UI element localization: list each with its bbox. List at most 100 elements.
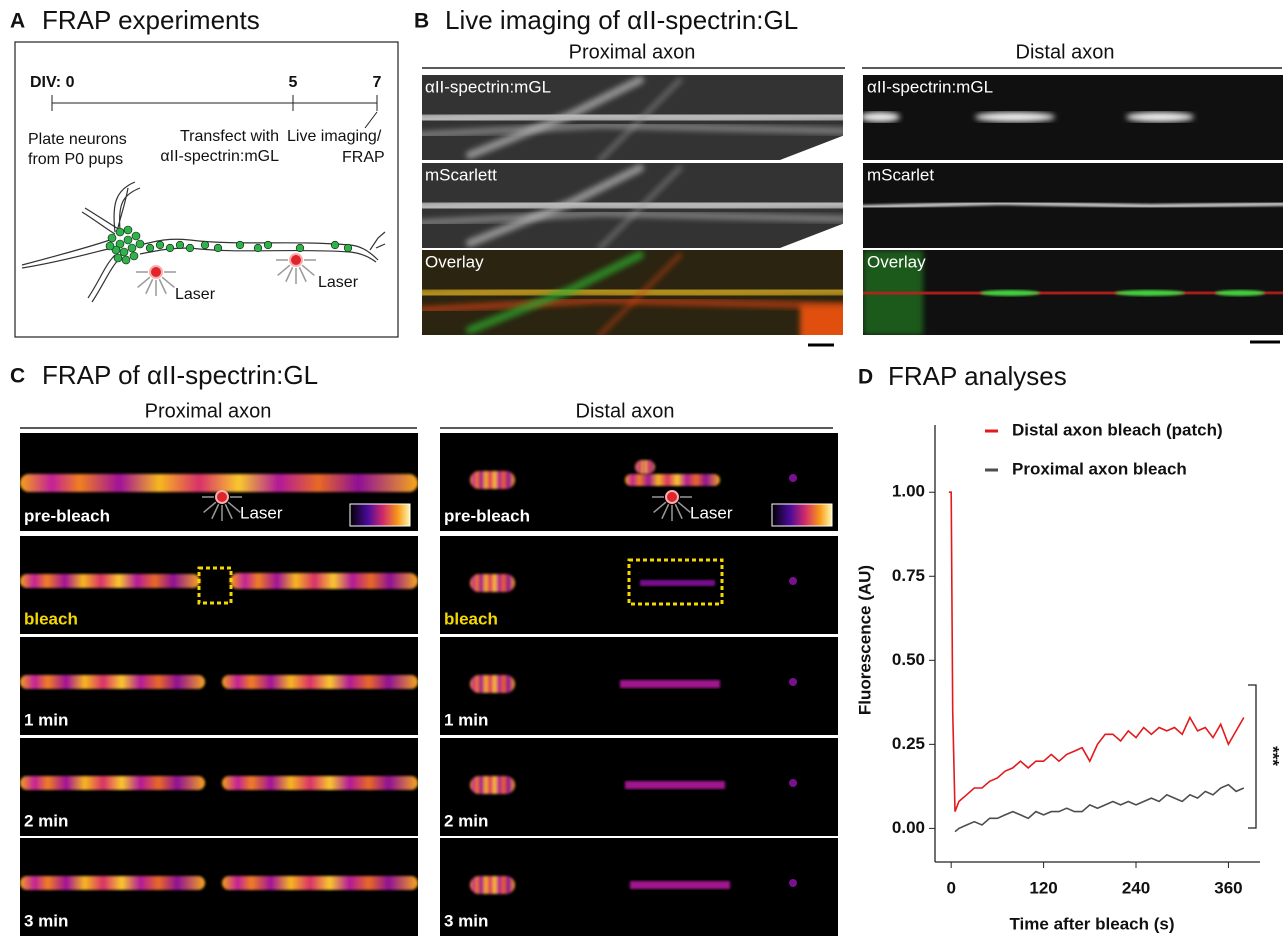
legend-label: Distal axon bleach (patch) [1012,420,1223,439]
laser-ray [661,503,670,520]
signal-blob [863,112,900,122]
fire-signal [470,876,515,894]
panel-box [14,41,399,338]
channel-label: αII-spectrin:mGL [867,77,993,96]
signal-blob [980,290,1040,296]
y-tick-label: 0.00 [892,818,925,837]
axon-signal [597,77,683,160]
axon-signal [422,296,843,314]
fire-signal [789,879,797,887]
y-tick-label: 1.00 [892,482,925,501]
spectrin-dot [330,240,340,250]
axon-signal [466,251,644,334]
fire-signal [230,573,418,589]
colorbar [771,503,833,527]
fire-signal [20,574,200,588]
spectrin-dot [253,243,263,253]
panel-title: FRAP of αII-spectrin:GL [42,360,318,390]
laser-spot [215,490,229,504]
column-title: Proximal axon [145,400,272,422]
image [20,776,418,790]
laser-label: Laser [175,286,216,303]
image [422,164,843,248]
fire-signal [222,675,418,689]
image [422,251,843,335]
x-axis-label: Time after bleach (s) [1009,914,1174,933]
image [863,112,1283,122]
timeline-note: Plate neurons [28,131,127,148]
row-label: bleach [444,609,498,628]
data-line [954,783,1245,833]
y-axis-label: Fluorescence (AU) [855,565,874,715]
spectrin-dot [213,243,223,253]
image [863,200,1283,209]
panel-title: FRAP analyses [888,361,1067,391]
fire-signal [222,876,418,890]
spectrin-dot [135,239,145,249]
laser-ray [211,503,220,520]
axon-signal [422,282,843,302]
fire-signal [789,779,797,787]
timeline-note: αII-spectrin:mGL [160,148,279,165]
spectrin-dot [155,240,165,250]
panel-title: FRAP experiments [42,5,260,35]
panel-letter: B [414,10,429,33]
row-label: 3 min [24,911,68,930]
row-label: 1 min [24,710,68,729]
x-tick-label: 240 [1122,878,1150,897]
spectrin-dot [119,247,129,257]
fire-signal [470,675,515,693]
spectrin-dot [127,243,137,253]
timeline-note: Live imaging/ [287,128,382,145]
fire-signal [470,471,515,489]
row-label: 2 min [24,811,68,830]
axon-signal [466,76,644,159]
laser-ray [203,501,217,514]
spectrin-dot [295,243,305,253]
bleach-roi [197,566,233,605]
laser-label: Laser [690,503,733,522]
fire-signal [20,474,418,492]
laser-ray [227,501,241,514]
row-label: pre-bleach [24,506,110,525]
spectrin-dot [343,243,353,253]
laser-ray [674,503,683,520]
timeline-label: DIV: 0 [30,74,75,91]
laser-ray [224,503,233,520]
x-tick-label: 120 [1029,878,1057,897]
spectrin-dot [113,253,123,263]
data-line [948,491,1245,812]
image [470,776,797,794]
image [20,876,418,890]
axon-signal [422,121,843,139]
image [20,675,418,689]
signal-blob [1126,112,1194,122]
signal-blob [800,305,843,335]
channel-label: mScarlett [425,165,497,184]
panel-letter: C [10,365,25,388]
axon-signal [863,289,1283,297]
significance-bracket [1248,684,1257,829]
laser-ray [145,278,154,295]
image [20,474,418,492]
laser-ray [137,276,151,289]
image [470,876,797,894]
spectrin-dot [263,240,273,250]
row-label: pre-bleach [444,506,530,525]
fire-signal [640,580,715,586]
axon-signal [422,195,843,215]
neuron-drawing [21,181,386,303]
row-label: 2 min [444,811,488,830]
timeline-label: 5 [289,74,298,91]
axon-signal [863,200,1283,209]
chart: 0.00 0.25 0.50 0.75 1.00 0 120 240 360 Distal axo… [892,420,1260,897]
significance-label: *** [1264,746,1283,766]
column-title: Distal axon [576,400,675,422]
laser-label: Laser [318,274,359,291]
y-tick-label: 0.75 [892,566,925,585]
laser-ray [653,501,667,514]
fire-signal [789,678,797,686]
spectrin-dot [107,233,117,243]
